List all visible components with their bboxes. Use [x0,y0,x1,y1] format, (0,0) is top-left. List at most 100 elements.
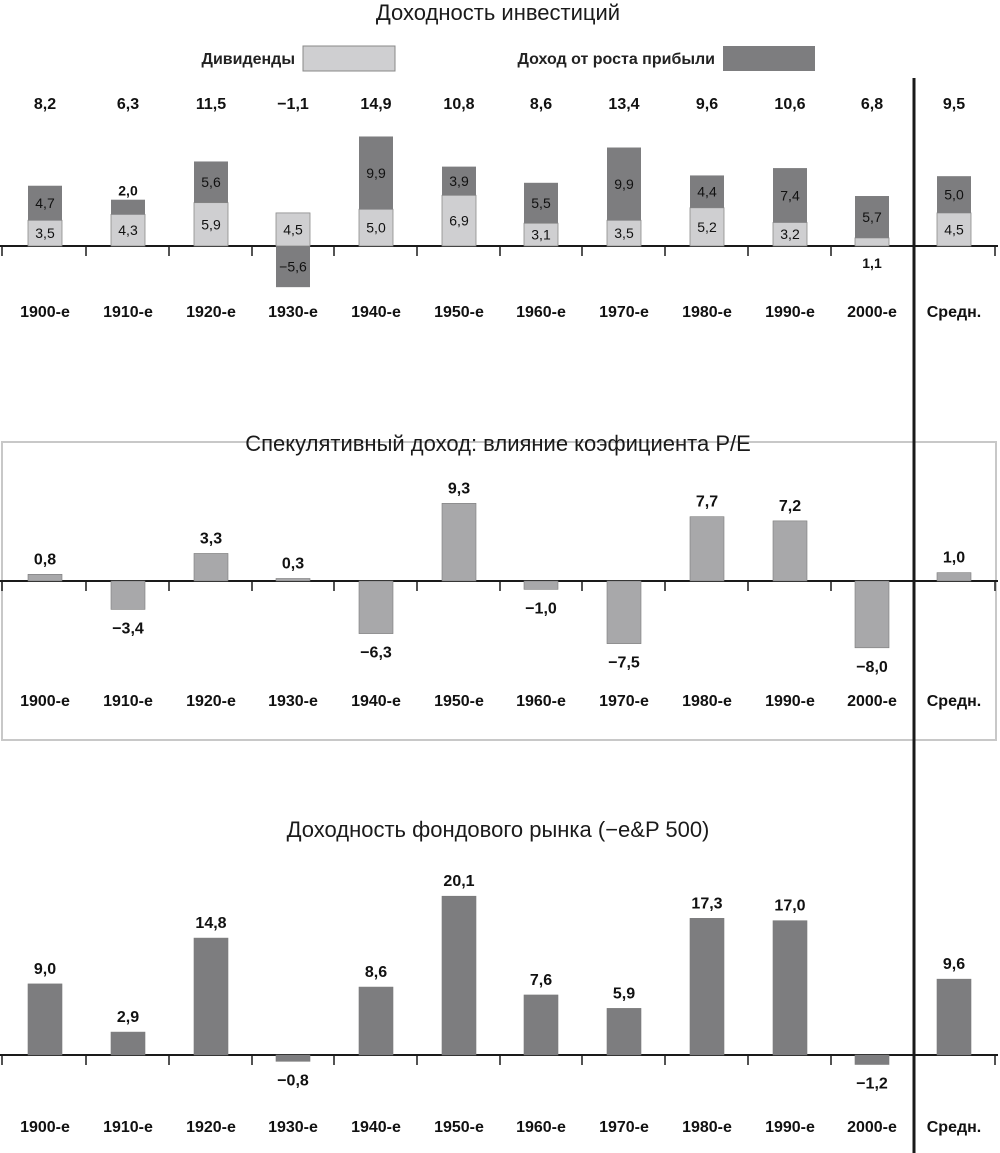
bar-value-label: 0,3 [282,555,304,572]
category-label: 1920-е [186,304,236,321]
bar-value-label: 17,0 [774,898,805,915]
bar-value-label: 1,0 [943,550,965,567]
total-return-label: 8,6 [530,96,552,113]
dividends-value-label: 1,1 [862,255,882,271]
bar-value-label: 7,2 [779,498,801,515]
bar-value-label: 14,8 [195,915,226,932]
category-label: 1970-е [599,304,649,321]
bar-earnings-growth [28,185,62,221]
bar-earnings-growth [442,166,476,196]
category-label: 1900-е [20,693,70,710]
dividends-value-label: 6,9 [449,213,469,229]
category-label: 1940-е [351,304,401,321]
total-return-label: 11,5 [196,96,226,113]
category-label: 1910-е [103,304,153,321]
earnings-growth-value-label: 9,9 [366,165,386,181]
bar-dividends [358,208,394,247]
legend-label-dividends: Дивиденды [202,51,295,68]
total-return-label: 6,3 [117,96,139,113]
bar-value-label: −8,0 [856,659,888,676]
bar-value-label: 8,6 [365,964,387,981]
bar-earnings-growth [276,246,310,288]
legend-swatch-dividends [302,45,396,72]
dividends-value-label: 3,5 [614,225,634,241]
bar-value-label: 5,9 [613,985,635,1002]
bar-earnings-growth [607,147,641,221]
earnings-growth-value-label: −5,6 [279,259,307,275]
total-return-label: 9,6 [696,96,718,113]
bar-market-return [193,937,229,1056]
bar-speculative [689,516,725,582]
bar-speculative [936,572,972,582]
bar-earnings-growth [524,182,558,224]
category-label: 1980-е [682,304,732,321]
category-label: 1920-е [186,693,236,710]
bar-speculative [110,580,146,610]
bar-speculative [193,553,229,582]
total-return-label: 13,4 [608,96,639,113]
total-return-label: 9,5 [943,96,965,113]
earnings-growth-value-label: 2,0 [118,183,138,199]
bar-speculative [772,520,808,582]
bar-market-return [27,983,63,1056]
dividends-value-label: 4,5 [944,221,964,237]
bar-value-label: 20,1 [443,873,474,890]
total-return-label: 10,6 [774,96,805,113]
dividends-value-label: 4,5 [283,221,303,237]
category-label: 1950-е [434,1119,484,1136]
bar-earnings-growth [111,199,145,215]
category-label: 1980-е [682,693,732,710]
bar-market-return [275,1054,311,1062]
speculative-return-title: Спекулятивный доход: влияние коэфициента… [245,431,751,456]
category-label: 1900-е [20,1119,70,1136]
category-label: Средн. [927,304,982,321]
earnings-growth-value-label: 7,4 [780,187,800,203]
bar-earnings-growth [855,196,889,238]
bar-speculative [606,580,642,644]
category-label: 1900-е [20,304,70,321]
category-label: 1930-е [268,1119,318,1136]
category-label: 1930-е [268,304,318,321]
bar-market-return [441,895,477,1056]
dividends-value-label: 3,5 [35,225,55,241]
category-label: 1920-е [186,1119,236,1136]
earnings-growth-value-label: 5,5 [531,195,551,211]
bar-value-label: 7,6 [530,972,552,989]
bar-value-label: −7,5 [608,655,640,672]
category-label: 1980-е [682,1119,732,1136]
bar-value-label: −3,4 [112,620,144,637]
category-label: 1960-е [516,304,566,321]
earnings-growth-value-label: 5,7 [862,209,882,225]
bar-market-return [110,1031,146,1056]
category-label: 1950-е [434,304,484,321]
bar-speculative [854,580,890,649]
dividends-value-label: 3,1 [531,227,551,243]
bar-earnings-growth [937,176,971,213]
investment-return-bars: 3,5 4,7 8,2 1900-е 4,3 2,0 6,3 1910-е 5,9 5,6 11,5… [0,96,998,321]
bar-market-return [523,994,559,1056]
bar-value-label: −1,0 [525,600,557,617]
bar-value-label: 9,6 [943,956,965,973]
total-return-label: 14,9 [360,96,391,113]
category-label: 1910-е [103,693,153,710]
bar-speculative [441,503,477,582]
category-label: 1930-е [268,693,318,710]
bar-earnings-growth [773,168,807,223]
category-label: 1950-е [434,693,484,710]
total-return-label: −1,1 [277,96,309,113]
bar-speculative [275,578,311,582]
category-label: 2000-е [847,693,897,710]
bar-value-label: −6,3 [360,645,392,662]
dividends-value-label: 5,0 [366,220,386,236]
bar-value-label: 7,7 [696,494,718,511]
bar-speculative [27,574,63,582]
earnings-growth-value-label: 5,0 [944,187,964,203]
bar-dividends [193,202,229,247]
dividends-value-label: 5,2 [697,219,717,235]
bar-value-label: 17,3 [691,895,722,912]
category-label: 1940-е [351,693,401,710]
category-label: 1970-е [599,693,649,710]
bar-value-label: 9,0 [34,961,56,978]
bar-market-return [358,986,394,1056]
